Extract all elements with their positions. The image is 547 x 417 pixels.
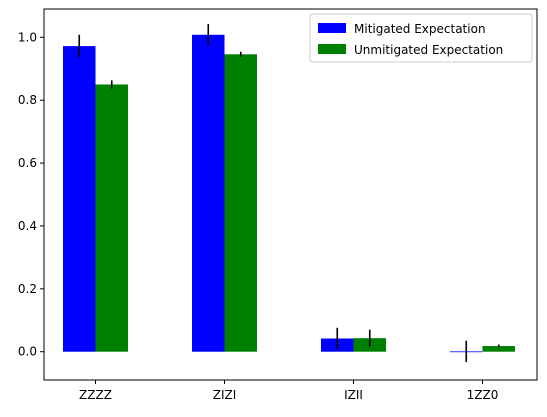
legend-box	[309, 13, 533, 63]
legend-label-unmitigated: Unmitigated Expectation	[354, 43, 503, 57]
legend: Mitigated Expectation Unmitigated Expecta…	[309, 13, 533, 63]
y-axis: 0.0 0.2 0.4 0.6 0.8 1.0	[18, 30, 44, 359]
legend-label-mitigated: Mitigated Expectation	[354, 22, 486, 36]
x-tick-label: ZZZZ	[79, 388, 112, 402]
y-tick-label: 0.6	[18, 156, 37, 170]
x-tick-label: IZII	[344, 388, 363, 402]
y-tick-label: 0.2	[18, 282, 37, 296]
bar-unmitigated-zzzz	[95, 84, 128, 352]
bars-layer	[63, 34, 515, 353]
y-tick-label: 0.4	[18, 219, 37, 233]
bar-mitigated-zzzz	[63, 46, 96, 352]
x-tick-label: 1ZZ0	[467, 388, 499, 402]
y-tick-label: 0.8	[18, 93, 37, 107]
y-tick-label: 1.0	[18, 30, 37, 44]
bar-unmitigated-zizi	[224, 54, 257, 352]
legend-swatch-mitigated	[318, 23, 346, 33]
error-bars-layer	[78, 24, 500, 363]
x-axis: ZZZZ ZIZI IZII 1ZZ0	[79, 380, 498, 402]
bar-unmitigated-1zz0	[482, 346, 515, 352]
plot-frame	[43, 8, 538, 381]
x-tick-label: ZIZI	[213, 388, 237, 402]
y-tick-label: 0.0	[18, 345, 37, 359]
bar-mitigated-zizi	[192, 34, 225, 352]
legend-swatch-unmitigated	[318, 44, 346, 54]
